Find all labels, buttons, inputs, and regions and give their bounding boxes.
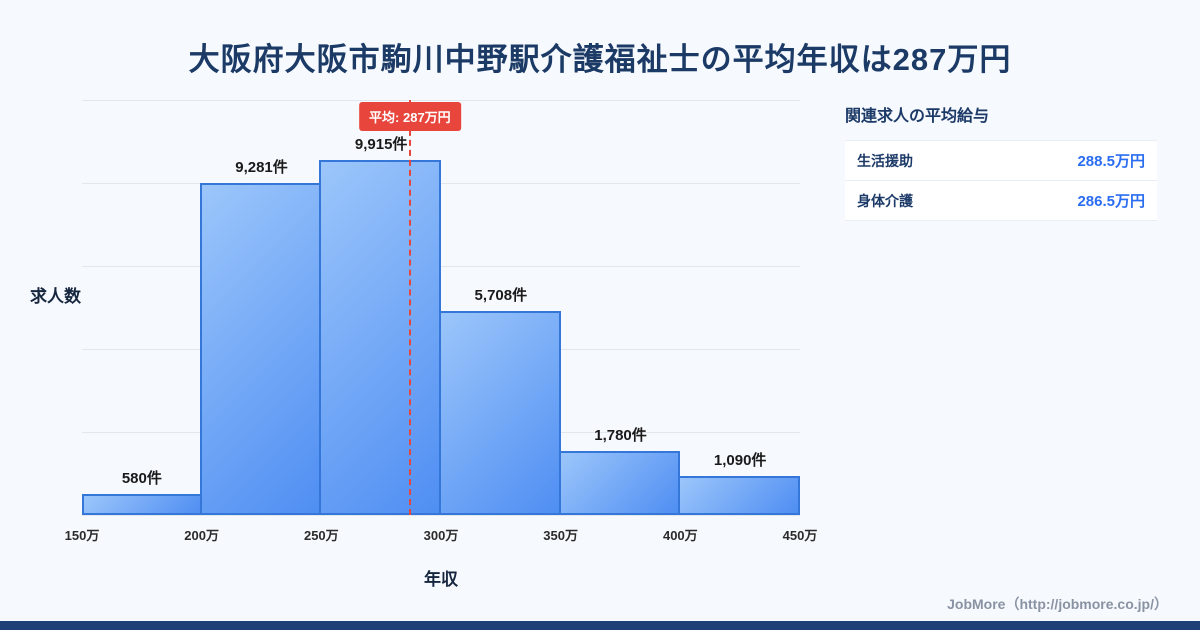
side-panel-heading: 関連求人の平均給与: [845, 108, 990, 125]
footer-credit: JobMore（http://jobmore.co.jp/）: [947, 596, 1168, 612]
salary-row: 身体介護 286.5万円: [845, 181, 1157, 221]
histogram-bar: [558, 451, 681, 515]
average-line: [408, 100, 411, 515]
side-panel: 関連求人の平均給与 生活援助 288.5万円 身体介護 286.5万円: [845, 102, 1157, 221]
x-tick-label: 400万: [662, 528, 698, 543]
bottom-bar: [0, 621, 1200, 630]
page-title: 大阪府大阪市駒川中野駅介護福祉士の平均年収は287万円: [188, 42, 1012, 77]
bar-value-label: 1,780件: [594, 427, 647, 445]
histogram-bar: [439, 310, 561, 515]
salary-value: 286.5万円: [1077, 193, 1145, 210]
bar-value-label: 9,281件: [235, 158, 288, 176]
gridline: [82, 183, 800, 184]
bar-value-label: 9,915件: [354, 136, 408, 154]
salary-row: 生活援助 288.5万円: [845, 141, 1157, 181]
bar-value-label: 580件: [121, 470, 162, 488]
bar-value-label: 5,708件: [474, 286, 528, 304]
salary-label: 身体介護: [857, 192, 913, 209]
salary-value: 288.5万円: [1077, 153, 1145, 170]
gridline: [82, 100, 800, 101]
gridline: [82, 266, 800, 267]
x-tick-label: 150万: [64, 528, 100, 543]
histogram-bar: [199, 182, 322, 515]
x-axis-label: 年収: [424, 570, 458, 589]
salary-card: 生活援助 288.5万円 身体介護 286.5万円: [845, 140, 1157, 221]
y-axis-label: 求人数: [30, 287, 81, 306]
x-tick-label: 200万: [184, 528, 220, 543]
histogram-bar: [82, 494, 202, 515]
x-tick-label: 450万: [782, 528, 818, 543]
histogram-bar: [319, 160, 441, 515]
x-tick-label: 300万: [423, 528, 459, 543]
x-tick-label: 250万: [303, 528, 339, 543]
x-tick-label: 350万: [543, 528, 579, 543]
salary-label: 生活援助: [857, 152, 913, 169]
histogram-bar: [678, 476, 800, 515]
plot-area: 580件 9,281件 9,915件 5,708件 1,780件 1,090件 平均: 2…: [82, 100, 800, 516]
bars-layer: 580件 9,281件 9,915件 5,708件 1,780件 1,090件: [82, 100, 800, 515]
x-ticks: 150万 200万 250万 300万 350万 400万 450万: [65, 525, 818, 545]
gridline: [82, 515, 800, 516]
average-label: 平均: 287万円: [359, 102, 461, 131]
bar-value-label: 1,090件: [713, 452, 767, 470]
